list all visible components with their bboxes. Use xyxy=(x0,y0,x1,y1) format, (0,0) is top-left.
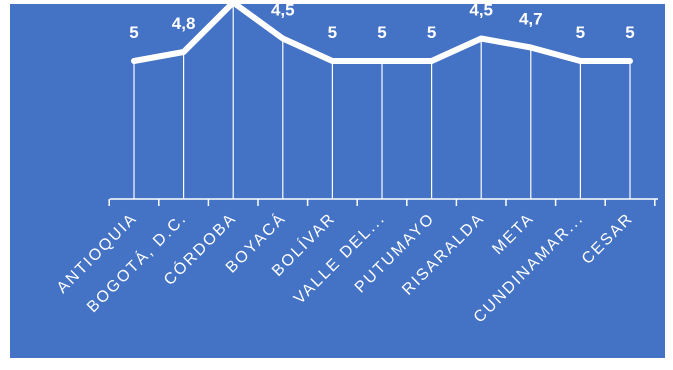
data-label: 5 xyxy=(328,23,337,42)
x-axis-ticks xyxy=(108,199,656,206)
data-label: 4,5 xyxy=(469,4,493,20)
series-line xyxy=(131,4,633,64)
data-label: 5 xyxy=(576,23,585,42)
data-label: 5 xyxy=(129,23,138,42)
category-label: VALLE DEL... xyxy=(291,210,389,308)
category-label: META xyxy=(489,210,537,258)
drop-lines xyxy=(133,4,631,199)
data-label: 4,7 xyxy=(519,10,543,29)
data-label: 4,5 xyxy=(271,4,295,20)
data-label: 5 xyxy=(377,23,386,42)
data-label: 4,8 xyxy=(172,14,196,33)
data-label: 5 xyxy=(427,23,436,42)
data-label: 5 xyxy=(625,23,634,42)
category-label: CESAR xyxy=(579,210,637,268)
